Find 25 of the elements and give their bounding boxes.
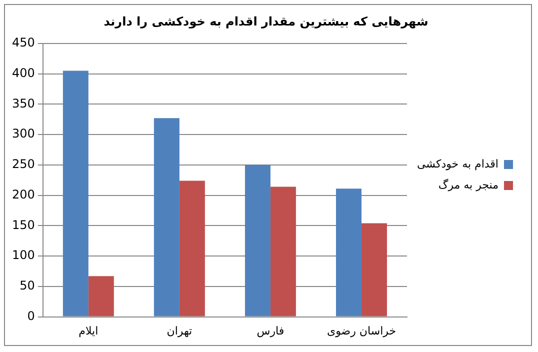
legend-label: منجر به مرگ	[438, 178, 499, 192]
x-tick-label: تهران	[166, 324, 192, 338]
x-tick-label: فارس	[256, 324, 284, 338]
y-tick-label: 350	[12, 96, 35, 110]
x-tick-label: خراسان رضوی	[326, 324, 396, 338]
bar	[244, 164, 270, 316]
bar	[154, 118, 180, 316]
bar	[88, 276, 114, 316]
y-tick-label: 50	[20, 278, 35, 293]
y-tick-label: 100	[12, 248, 35, 262]
y-tick-label: 200	[12, 187, 35, 202]
bar	[361, 223, 387, 316]
chart-title: شهرهایی که بیشترین مقدار اقدام به خودکشی را دارند	[104, 14, 428, 28]
y-tick-label: 0	[27, 308, 35, 323]
bar	[336, 188, 362, 316]
x-tick-label: ایلام	[78, 324, 98, 338]
legend-label: اقدام به خودکشی	[416, 157, 498, 170]
y-tick-label: 250	[12, 157, 35, 172]
y-tick-label: 400	[12, 66, 35, 80]
bar	[62, 70, 88, 316]
y-tick-label: 150	[12, 218, 35, 232]
bar	[179, 180, 205, 316]
y-tick-label: 450	[12, 36, 35, 50]
bar	[270, 186, 296, 316]
y-tick-label: 300	[12, 126, 35, 141]
